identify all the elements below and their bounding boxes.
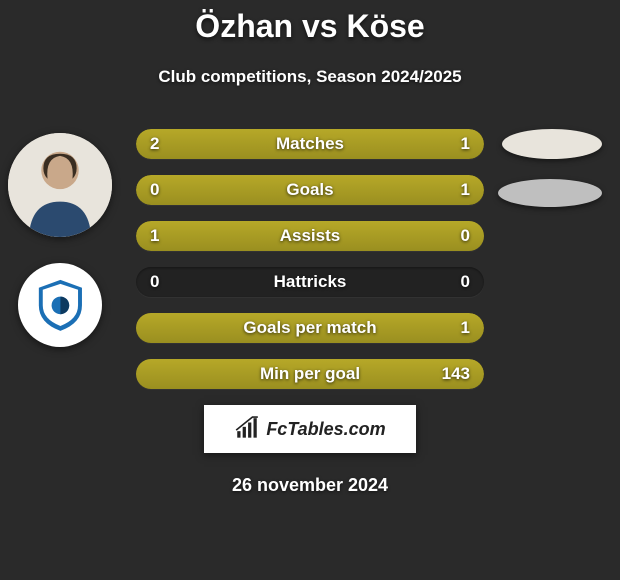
stat-label: Goals per match xyxy=(136,313,484,343)
brand-box[interactable]: FcTables.com xyxy=(204,405,416,453)
stat-row: 2Matches1 xyxy=(136,129,484,159)
stat-label: Matches xyxy=(136,129,484,159)
brand-text: FcTables.com xyxy=(266,419,385,440)
stat-label: Goals xyxy=(136,175,484,205)
stat-value-right: 0 xyxy=(461,221,470,251)
stat-value-right: 1 xyxy=(461,129,470,159)
stat-value-right: 1 xyxy=(461,313,470,343)
stat-label: Min per goal xyxy=(136,359,484,389)
stat-value-right: 1 xyxy=(461,175,470,205)
stat-bars: 2Matches10Goals11Assists00Hattricks0Goal… xyxy=(136,129,484,389)
stat-row: Min per goal143 xyxy=(136,359,484,389)
stats-area: 2Matches10Goals11Assists00Hattricks0Goal… xyxy=(0,129,620,389)
stat-value-right: 0 xyxy=(461,267,470,297)
comparison-card: Özhan vs Köse Club competitions, Season … xyxy=(0,0,620,580)
stat-label: Assists xyxy=(136,221,484,251)
page-title: Özhan vs Köse xyxy=(0,8,620,45)
stat-row: 1Assists0 xyxy=(136,221,484,251)
right-avatar-placeholder-1 xyxy=(502,129,602,159)
date-line: 26 november 2024 xyxy=(0,475,620,496)
stat-value-right: 143 xyxy=(442,359,470,389)
page-subtitle: Club competitions, Season 2024/2025 xyxy=(0,67,620,87)
stat-label: Hattricks xyxy=(136,267,484,297)
stat-row: 0Goals1 xyxy=(136,175,484,205)
chart-icon xyxy=(234,416,260,442)
shield-icon xyxy=(31,276,90,335)
stat-row: Goals per match1 xyxy=(136,313,484,343)
right-avatar-placeholder-2 xyxy=(498,179,602,207)
stat-row: 0Hattricks0 xyxy=(136,267,484,297)
player-avatar xyxy=(8,133,112,237)
club-badge xyxy=(18,263,102,347)
person-photo-icon xyxy=(8,133,112,237)
